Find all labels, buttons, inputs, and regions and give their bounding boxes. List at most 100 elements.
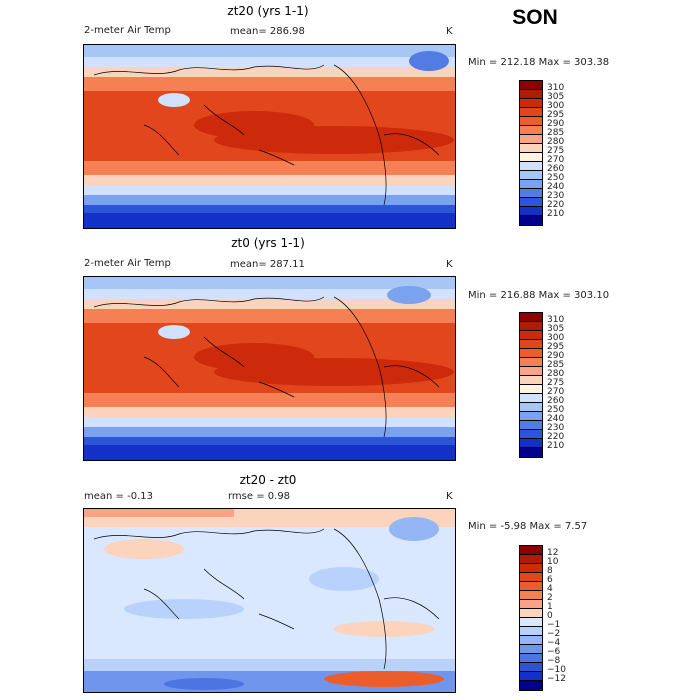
colorbar-tick-label: −10 [547, 665, 566, 675]
panel-1-colorbar-swatch [520, 90, 542, 99]
panel-2-colorbar-swatch [520, 349, 542, 358]
colorbar-tick-label: 210 [547, 441, 565, 451]
colorbar-tick-label: 220 [547, 200, 565, 210]
panel-1-colorbar-swatch [520, 126, 542, 135]
panel-2-colorbar-swatch [520, 439, 542, 448]
panel-2-colorbar-swatch [520, 331, 542, 340]
panel-1-colorbar-swatch [520, 117, 542, 126]
colorbar-tick-label: 210 [547, 209, 565, 219]
panel-3-rmse: rmse = 0.98 [228, 491, 291, 502]
colorbar-tick-label: 290 [547, 119, 565, 129]
colorbar-tick-label: 230 [547, 423, 565, 433]
panel-2-colorbar-swatch [520, 322, 542, 331]
panel-1-mean: mean= 286.98 [230, 26, 305, 37]
colorbar-tick-label: 300 [547, 333, 565, 343]
panel-3-colorbar-swatch [520, 654, 542, 663]
panel-3-colorbar-swatch [520, 663, 542, 672]
colorbar-tick-label: 305 [547, 324, 565, 334]
colorbar-tick-label: 285 [547, 128, 565, 138]
panel-2-colorbar-swatch [520, 376, 542, 385]
panel-1-title: zt20 (yrs 1-1) [227, 4, 309, 18]
panel-3-colorbar-swatch [520, 600, 542, 609]
panel-3-colorbar-swatch [520, 591, 542, 600]
panel-2-colorbar-swatch [520, 394, 542, 403]
colorbar-tick-label: 0 [547, 611, 553, 621]
panel-1-colorbar-swatch [520, 135, 542, 144]
panel-2-mean: mean= 287.11 [230, 259, 305, 270]
panel-1-colorbar-swatch [520, 144, 542, 153]
panel-1-colorbar-swatch [520, 189, 542, 198]
panel-3-colorbar-swatch [520, 627, 542, 636]
panel-1-colorbar-swatch [520, 171, 542, 180]
panel-1-colorbar-swatch [520, 81, 542, 90]
colorbar-tick-label: −8 [547, 656, 561, 666]
panel-3-units: K [446, 491, 453, 502]
panel-2-colorbar-swatch [520, 430, 542, 439]
panel-3-colorbar-swatch [520, 636, 542, 645]
panel-3-colorbar-swatch [520, 609, 542, 618]
colorbar-tick-label: 260 [547, 164, 565, 174]
panel-3-map [83, 508, 456, 693]
panel-2-colorbar-swatch [520, 367, 542, 376]
colorbar-tick-label: −1 [547, 620, 561, 630]
colorbar-tick-label: 1 [547, 602, 553, 612]
panel-1-map [83, 44, 456, 229]
colorbar-tick-label: −2 [547, 629, 561, 639]
panel-3-colorbar-swatch [520, 645, 542, 654]
colorbar-tick-label: 280 [547, 369, 565, 379]
colorbar-tick-label: 230 [547, 191, 565, 201]
colorbar-tick-label: 275 [547, 146, 565, 156]
panel-2-colorbar-swatch [520, 421, 542, 430]
colorbar-tick-label: 6 [547, 575, 553, 585]
panel-3-colorbar-swatch [520, 681, 542, 690]
panel-2-colorbar-swatch [520, 313, 542, 322]
panel-1-units: K [446, 26, 453, 37]
panel-3-colorbar-swatch [520, 573, 542, 582]
panel-1-colorbar-swatch [520, 162, 542, 171]
colorbar-tick-label: 8 [547, 566, 553, 576]
panel-3-colorbar-swatch [520, 618, 542, 627]
panel-2-colorbar-swatch [520, 358, 542, 367]
colorbar-tick-label: 295 [547, 110, 565, 120]
panel-1-colorbar-swatch [520, 99, 542, 108]
panel-3-colorbar-swatch [520, 555, 542, 564]
colorbar-tick-label: 220 [547, 432, 565, 442]
colorbar-tick-label: 305 [547, 92, 565, 102]
panel-1-colorbar-swatch [520, 216, 542, 225]
colorbar-tick-label: 295 [547, 342, 565, 352]
colorbar-tick-label: 4 [547, 584, 553, 594]
panel-1-colorbar-swatch [520, 198, 542, 207]
panel-2-colorbar-swatch [520, 448, 542, 457]
colorbar-tick-label: 2 [547, 593, 553, 603]
colorbar-tick-label: −12 [547, 674, 566, 684]
panel-1-colorbar-swatch [520, 207, 542, 216]
panel-3-colorbar [519, 545, 543, 691]
panel-1-colorbar-swatch [520, 180, 542, 189]
colorbar-tick-label: 250 [547, 405, 565, 415]
colorbar-tick-label: 240 [547, 414, 565, 424]
colorbar-tick-label: 290 [547, 351, 565, 361]
panel-1-colorbar-swatch [520, 108, 542, 117]
panel-2-map [83, 276, 456, 461]
colorbar-tick-label: 275 [547, 378, 565, 388]
colorbar-tick-label: 280 [547, 137, 565, 147]
colorbar-tick-label: 10 [547, 557, 559, 567]
colorbar-tick-label: 12 [547, 548, 559, 558]
panel-2-title: zt0 (yrs 1-1) [231, 236, 305, 250]
colorbar-tick-label: 310 [547, 315, 565, 325]
colorbar-tick-label: 270 [547, 155, 565, 165]
colorbar-tick-label: 270 [547, 387, 565, 397]
colorbar-tick-label: −4 [547, 638, 561, 648]
panel-3-title: zt20 - zt0 [239, 473, 297, 487]
panel-3-mean: mean = -0.13 [84, 491, 153, 502]
panel-2-colorbar-swatch [520, 385, 542, 394]
panel-2-units: K [446, 259, 453, 270]
panel-3-colorbar-swatch [520, 564, 542, 573]
colorbar-tick-label: 250 [547, 173, 565, 183]
season-label: SON [512, 6, 558, 29]
panel-1-colorbar [519, 80, 543, 226]
panel-1-variable-label: 2-meter Air Temp [84, 25, 171, 36]
panel-3-colorbar-swatch [520, 582, 542, 591]
colorbar-tick-label: 260 [547, 396, 565, 406]
colorbar-tick-label: 285 [547, 360, 565, 370]
